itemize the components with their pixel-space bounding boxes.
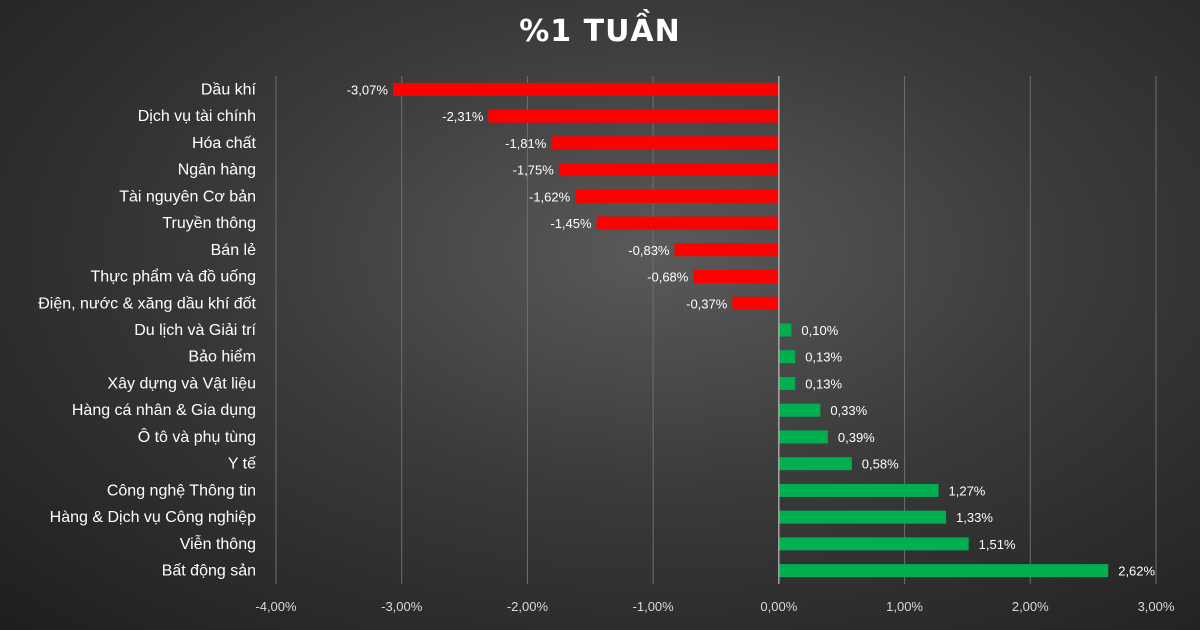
value-label: 0,13% bbox=[805, 376, 842, 391]
value-label: -0,37% bbox=[686, 296, 728, 311]
category-label: Hàng cá nhân & Gia dụng bbox=[72, 402, 256, 419]
bar bbox=[732, 296, 779, 310]
x-tick-label: 0,00% bbox=[760, 599, 797, 614]
bar bbox=[778, 564, 1109, 578]
x-tick-label: -1,00% bbox=[633, 599, 675, 614]
value-label: 0,10% bbox=[801, 323, 838, 338]
category-label: Bảo hiểm bbox=[188, 348, 256, 366]
bar bbox=[778, 376, 796, 390]
category-label: Dịch vụ tài chính bbox=[138, 108, 256, 125]
bar bbox=[778, 323, 792, 337]
bar bbox=[551, 136, 779, 150]
category-label: Bất động sản bbox=[162, 563, 256, 580]
value-labels: -3,07% -2,31% -1,81% -1,75% -1,62% -1,45% -0,8… bbox=[347, 82, 1156, 578]
x-tick-label: -2,00% bbox=[507, 599, 549, 614]
bar bbox=[778, 457, 852, 471]
category-label: Tài nguyên Cơ bản bbox=[119, 188, 256, 205]
category-label: Truyền thông bbox=[162, 215, 256, 232]
bar bbox=[674, 243, 779, 257]
category-label: Y tế bbox=[228, 456, 256, 473]
x-tick-label: -4,00% bbox=[255, 599, 297, 614]
bar bbox=[778, 537, 969, 551]
value-label: 0,33% bbox=[830, 403, 867, 418]
bar bbox=[693, 270, 779, 284]
category-label: Ô tô và phụ tùng bbox=[138, 427, 256, 446]
bar bbox=[488, 109, 779, 123]
category-label: Hàng & Dịch vụ Công nghiệp bbox=[50, 509, 256, 526]
bar bbox=[778, 483, 939, 497]
bar bbox=[778, 403, 821, 417]
category-label: Điện, nước & xăng dầu khí đốt bbox=[38, 295, 256, 312]
value-label: 1,27% bbox=[949, 483, 986, 498]
x-tick-label: -3,00% bbox=[381, 599, 423, 614]
bar bbox=[778, 510, 947, 524]
x-tick-label: 2,00% bbox=[1012, 599, 1049, 614]
bar bbox=[558, 163, 779, 177]
category-label: Viễn thông bbox=[180, 534, 256, 553]
x-axis-ticks: -4,00% -3,00% -2,00% -1,00% 0,00% 1,00% 2,00% 3… bbox=[255, 599, 1174, 614]
grid-lines bbox=[275, 76, 1157, 584]
value-label: 1,51% bbox=[979, 537, 1016, 552]
bar bbox=[575, 189, 779, 203]
x-tick-label: 1,00% bbox=[886, 599, 923, 614]
category-label: Xây dựng và Vật liệu bbox=[107, 375, 256, 392]
category-label: Ngân hàng bbox=[178, 162, 256, 179]
x-tick-label: 3,00% bbox=[1138, 599, 1175, 614]
bar bbox=[596, 216, 779, 230]
category-label: Thực phẩm và đồ uống bbox=[91, 268, 256, 286]
category-label: Dầu khí bbox=[201, 81, 257, 98]
value-label: -1,62% bbox=[529, 189, 571, 204]
value-label: 0,13% bbox=[805, 350, 842, 365]
value-label: -2,31% bbox=[442, 109, 484, 124]
value-label: -3,07% bbox=[347, 82, 389, 97]
value-label: 1,33% bbox=[956, 510, 993, 525]
category-label: Bán lẻ bbox=[211, 242, 256, 259]
value-label: -1,75% bbox=[513, 163, 555, 178]
value-label: -0,83% bbox=[628, 243, 670, 258]
bar bbox=[392, 82, 779, 96]
category-label: Hóa chất bbox=[192, 135, 257, 152]
category-label: Du lịch và Giải trí bbox=[134, 322, 256, 339]
bar bbox=[778, 430, 828, 444]
category-label: Công nghệ Thông tin bbox=[107, 482, 256, 499]
value-label: 0,39% bbox=[838, 430, 875, 445]
value-label: -1,45% bbox=[550, 216, 592, 231]
value-label: -0,68% bbox=[647, 270, 689, 285]
bars bbox=[392, 82, 1109, 578]
value-label: -1,81% bbox=[505, 136, 547, 151]
bar bbox=[778, 350, 796, 364]
value-label: 0,58% bbox=[862, 457, 899, 472]
category-labels: Dầu khí Dịch vụ tài chính Hóa chất Ngân hàn… bbox=[38, 81, 256, 579]
chart-title: %1 TUẦN bbox=[519, 14, 681, 49]
value-label: 2,62% bbox=[1118, 564, 1155, 579]
